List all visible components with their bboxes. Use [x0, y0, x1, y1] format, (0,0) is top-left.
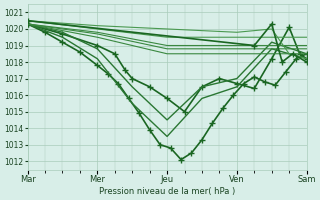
X-axis label: Pression niveau de la mer( hPa ): Pression niveau de la mer( hPa )	[99, 187, 235, 196]
